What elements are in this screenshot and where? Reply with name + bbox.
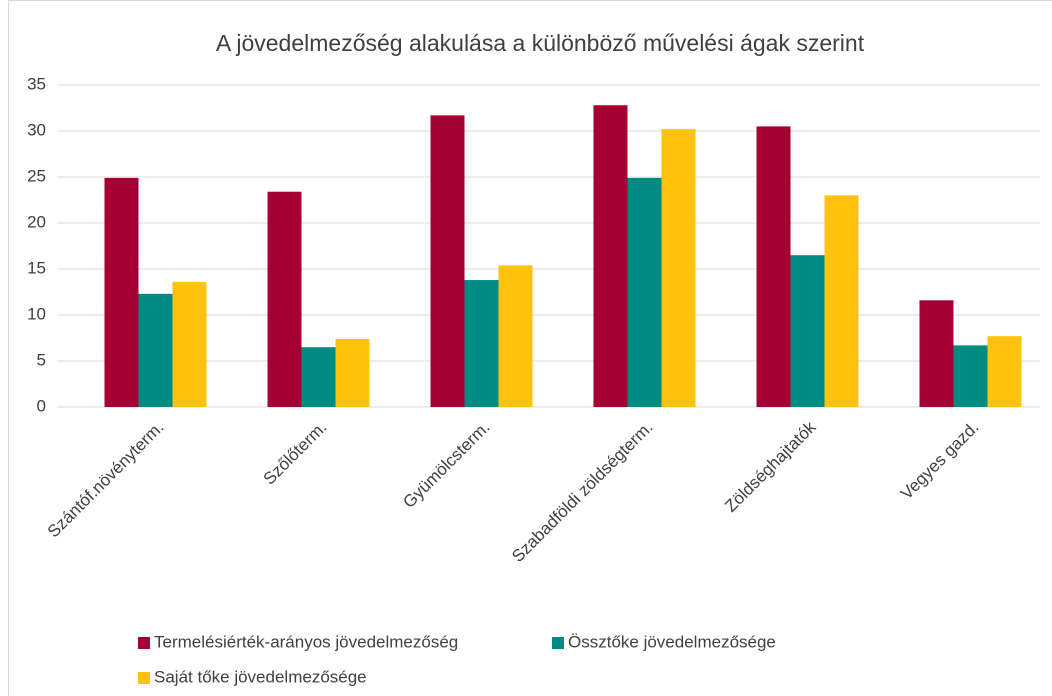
y-tick-label: 30 <box>27 120 46 139</box>
bar <box>790 255 825 407</box>
bar <box>661 129 696 407</box>
y-tick-label: 5 <box>37 350 46 369</box>
bar <box>627 177 662 407</box>
bar <box>987 336 1022 407</box>
bar <box>919 300 954 407</box>
legend-swatch <box>552 637 564 649</box>
bar <box>104 177 139 407</box>
legend-label: Termelésiérték-arányos jövedelmezőség <box>154 632 458 651</box>
chart-border <box>8 0 1052 696</box>
bar <box>593 105 628 408</box>
chart-title: A jövedelmezőség alakulása a különböző m… <box>216 30 865 56</box>
x-tick-label: Gyümölcsterm. <box>399 418 493 512</box>
legend-label: Össztőke jövedelmezősége <box>568 632 776 651</box>
y-tick-label: 15 <box>27 258 46 277</box>
x-tick-label: Vegyes gazd. <box>897 418 983 504</box>
y-tick-label: 25 <box>27 166 46 185</box>
bar <box>301 347 336 407</box>
x-tick-label: Szántóf.növényterm. <box>44 418 168 542</box>
y-tick-label: 10 <box>27 304 46 323</box>
x-tick-label: Szabadföldi zöldségterm. <box>508 418 656 566</box>
bar <box>430 115 465 408</box>
bar <box>172 281 207 407</box>
bar <box>953 345 988 407</box>
bar <box>464 280 499 407</box>
y-tick-label: 35 <box>27 74 46 93</box>
x-tick-label: Zöldséghajtatók <box>721 417 820 516</box>
legend-swatch <box>138 672 150 684</box>
y-tick-label: 20 <box>27 212 46 231</box>
bar <box>335 338 370 407</box>
legend-swatch <box>138 637 150 649</box>
legend-label: Saját tőke jövedelmezősége <box>154 667 367 686</box>
x-tick-label: Szőlőterm. <box>260 418 331 489</box>
y-tick-label: 0 <box>37 396 46 415</box>
bar <box>824 195 859 407</box>
bar <box>267 191 302 407</box>
bar <box>756 126 791 408</box>
bar <box>138 293 173 407</box>
bar <box>498 265 533 407</box>
